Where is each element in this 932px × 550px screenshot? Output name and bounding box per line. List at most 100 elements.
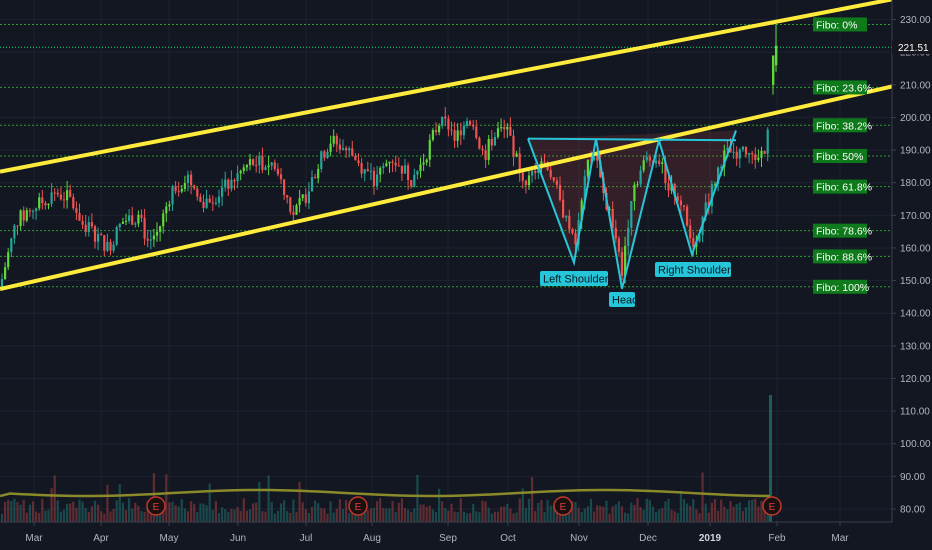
candle-body [506,126,509,130]
volume-bar [552,505,555,522]
volume-bar [732,506,735,522]
volume-bar [165,474,168,522]
earnings-marker-label: E [355,502,362,513]
fibonacci-label: Fibo: 78.6% [816,226,872,238]
candle-body [686,206,689,226]
candle-body [580,200,583,221]
y-axis-tick-label: 130.00 [900,341,931,352]
earnings-marker[interactable] [553,496,573,516]
volume-bar [422,504,425,522]
volume-bar [655,512,658,522]
volume-bar [183,508,186,522]
candle-body [16,225,19,227]
candle-body [69,190,72,198]
earnings-marker[interactable] [348,496,368,516]
candle-body [87,222,90,232]
volume-bar [131,508,134,522]
candle-body [648,156,651,161]
volume-bar [633,504,636,522]
candle-body [180,188,183,192]
candle-body [667,183,670,191]
candle-body [459,130,462,136]
volume-bar [171,501,174,522]
candle-body [199,196,202,202]
volume-bar [403,508,407,522]
volume-bar [298,481,301,522]
pattern-zigzag [527,130,737,289]
candle-body [165,206,168,214]
candle-body [44,203,47,206]
pattern-label-box [609,292,635,307]
fibonacci-label-box [813,223,867,238]
volume-bar [56,500,59,522]
volume-bar [72,501,75,522]
earnings-marker[interactable] [146,496,166,516]
candle-body [422,162,425,165]
candle-body [679,200,682,206]
candle-body [357,160,360,164]
volume-bar [84,508,87,522]
volume-bar [726,509,729,522]
volume-bar [713,498,717,522]
candle-body [496,128,500,138]
candle-body [100,233,103,236]
candle-body [186,174,190,184]
volume-bar [617,501,620,522]
volume-bar [301,502,304,522]
candle-body [527,175,531,186]
volume-bar [115,500,118,522]
volume-bar [13,498,16,522]
volume-bar [69,503,72,522]
volume-bar [558,511,562,522]
volume-bar [286,511,289,522]
volume-bar [283,500,286,522]
candle-body [112,244,115,251]
fibonacci-labels: Fibo: 0% Fibo: 23.6% Fibo: 38.2% Fibo: 50% F… [813,17,872,294]
volume-bar [546,500,549,522]
volume-bar [593,511,596,522]
volume-bar [304,509,307,522]
volume-bar [425,506,428,522]
volume-bar [112,508,115,522]
volume-bar [754,498,757,522]
candle-body [0,279,4,288]
volume-bar [41,498,44,522]
volume-bar [419,504,422,522]
y-axis-tick-label: 110.00 [900,407,930,418]
volume-bar [140,511,143,522]
y-axis-tick-label: 140.00 [900,309,931,320]
volume-bar [341,509,345,522]
fibonacci-label: Fibo: 23.6% [816,82,872,94]
volume-bar [292,499,295,522]
x-axis-tick-label: Oct [500,533,516,544]
candle-body [261,156,264,170]
volume-bar [481,500,484,522]
earnings-marker[interactable] [762,496,782,516]
volume-bar [431,509,434,522]
candle-body [348,148,351,151]
candle-body [307,191,310,204]
candle-body [19,210,22,226]
last-price-box [892,40,932,55]
volume-bar [676,512,679,522]
y-axis-tick-label: 80.00 [900,504,925,515]
candle-body [146,238,149,241]
volume-bar [695,509,698,522]
candle-body [276,168,279,175]
volume-bar [255,502,258,522]
candle-body [326,151,329,158]
volume-bar [438,488,441,522]
volume-bar [369,508,372,522]
last-price-label: 221.51 [898,43,929,54]
y-axis-tick-label: 100.00 [900,439,931,450]
candle-body [267,165,270,168]
volume-bar [211,509,214,522]
candle-body [441,116,444,126]
candle-body [242,167,245,171]
candle-body [521,172,524,181]
volume-bar [348,513,351,522]
candle-body [25,210,28,221]
